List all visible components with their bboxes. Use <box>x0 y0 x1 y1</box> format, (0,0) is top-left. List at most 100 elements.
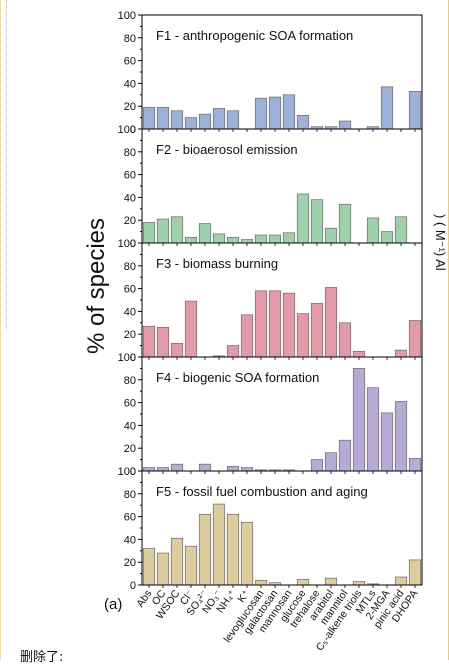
bar-f1-7 <box>226 110 240 130</box>
bar-f2-4 <box>184 236 198 244</box>
y-tick-label: 80 <box>124 147 136 159</box>
y-tick-label: 40 <box>124 78 136 90</box>
y-tick-label: 40 <box>124 534 136 546</box>
bar-f2-13 <box>310 199 324 244</box>
right-edge-clipped-text: ) ( M⁻¹) Al <box>433 214 448 271</box>
bar-f4-8 <box>240 467 254 472</box>
bar-f1-3 <box>170 110 184 130</box>
y-tick-label: 20 <box>124 215 136 227</box>
bar-f5-7 <box>226 513 240 586</box>
y-tick-label: 60 <box>124 284 136 296</box>
y-tick-label: 0 <box>130 580 136 592</box>
y-tick-label: 20 <box>124 329 136 341</box>
y-tick-label: 60 <box>124 170 136 182</box>
bar-f2-18 <box>380 231 394 244</box>
bar-f1-12 <box>296 114 310 130</box>
bar-f4-19 <box>394 401 408 472</box>
bar-f5-20 <box>408 559 422 586</box>
y-tick-label: 0 <box>130 466 136 478</box>
y-tick-label: 60 <box>124 512 136 524</box>
bar-f2-2 <box>156 218 170 244</box>
bar-f1-1 <box>142 106 156 130</box>
bar-f5-6 <box>212 503 226 586</box>
panel-1: 0 20 40 60 80 100 F1 - anthropogenic SOA forma… <box>118 10 423 136</box>
y-tick-label: 100 <box>118 238 136 250</box>
bar-f2-17 <box>366 217 380 244</box>
bar-f3-2 <box>156 327 170 358</box>
y-tick-label: 80 <box>124 489 136 501</box>
bar-f5-2 <box>156 552 170 586</box>
bar-f1-2 <box>156 106 170 130</box>
bar-f4-15 <box>338 439 352 472</box>
deleted-note: 删除了: <box>20 650 64 665</box>
bar-f5-8 <box>240 521 254 586</box>
y-tick-label: 80 <box>124 261 136 273</box>
bar-f1-5 <box>198 113 212 130</box>
bar-f2-3 <box>170 216 184 244</box>
y-tick-label: 40 <box>124 420 136 432</box>
y-tick-label: 20 <box>124 101 136 113</box>
bar-f2-10 <box>268 234 282 244</box>
y-tick-label: 0 <box>130 352 136 364</box>
bar-f3-19 <box>394 349 408 358</box>
bar-f3-20 <box>408 320 422 358</box>
bar-f2-9 <box>254 234 268 244</box>
panel-5: 0 20 40 60 80 100 F5 - fossil fuel combustion … <box>118 466 423 592</box>
bar-f4-2 <box>156 467 170 472</box>
bar-f5-14 <box>324 577 338 586</box>
bar-f4-16 <box>352 368 366 472</box>
y-tick-label: 100 <box>118 352 136 364</box>
bar-f4-14 <box>324 452 338 472</box>
bar-f2-1 <box>142 222 156 244</box>
panel-title-1: F1 - anthropogenic SOA formation <box>156 28 353 43</box>
panel-title-2: F2 - bioaerosol emission <box>156 142 298 157</box>
bar-f2-5 <box>198 223 212 244</box>
bar-f5-16 <box>352 581 366 586</box>
bar-f5-12 <box>296 578 310 586</box>
bar-f4-13 <box>310 459 324 472</box>
y-tick-label: 80 <box>124 375 136 387</box>
bar-f1-18 <box>380 86 394 130</box>
bar-f3-11 <box>282 292 296 358</box>
y-tick-label: 40 <box>124 192 136 204</box>
y-tick-label: 0 <box>130 238 136 250</box>
bar-f2-8 <box>240 239 254 244</box>
panels-group: 0 20 40 60 80 100 F1 - anthropogenic SOA forma… <box>118 10 423 592</box>
y-tick-label: 0 <box>130 124 136 136</box>
y-tick-label: 100 <box>118 124 136 136</box>
bar-f2-15 <box>338 203 352 244</box>
y-tick-label: 20 <box>124 557 136 569</box>
panel-title-5: F5 - fossil fuel combustion and aging <box>156 484 368 499</box>
bar-f4-18 <box>380 412 394 472</box>
bar-f3-1 <box>142 325 156 358</box>
bar-f4-20 <box>408 458 422 472</box>
bar-f5-5 <box>198 513 212 586</box>
panel-4: 0 20 40 60 80 100 F4 - biogenic SOA formation <box>118 352 423 478</box>
y-tick-label: 60 <box>124 56 136 68</box>
y-tick-label: 100 <box>118 466 136 478</box>
bar-f1-9 <box>254 97 268 130</box>
bar-f4-7 <box>226 466 240 472</box>
y-tick-label: 60 <box>124 398 136 410</box>
y-tick-label: 20 <box>124 443 136 455</box>
bar-f3-14 <box>324 287 338 358</box>
bar-f1-15 <box>338 120 352 130</box>
bar-f2-14 <box>324 227 338 244</box>
bar-f3-9 <box>254 290 268 358</box>
panel-3: 0 20 40 60 80 100 F3 - biomass burning <box>118 238 423 364</box>
bar-f1-10 <box>268 96 282 130</box>
bar-f4-1 <box>142 467 156 472</box>
bar-f3-4 <box>184 300 198 358</box>
y-tick-label: 40 <box>124 306 136 318</box>
panel-title-4: F4 - biogenic SOA formation <box>156 370 319 385</box>
bar-f3-7 <box>226 345 240 358</box>
bar-f3-10 <box>268 290 282 358</box>
bar-f2-12 <box>296 193 310 244</box>
bar-f4-17 <box>366 387 380 472</box>
bar-f3-16 <box>352 350 366 358</box>
bar-f2-7 <box>226 236 240 244</box>
bar-f1-20 <box>408 91 422 130</box>
bar-f4-5 <box>198 463 212 472</box>
bar-f1-11 <box>282 94 296 130</box>
